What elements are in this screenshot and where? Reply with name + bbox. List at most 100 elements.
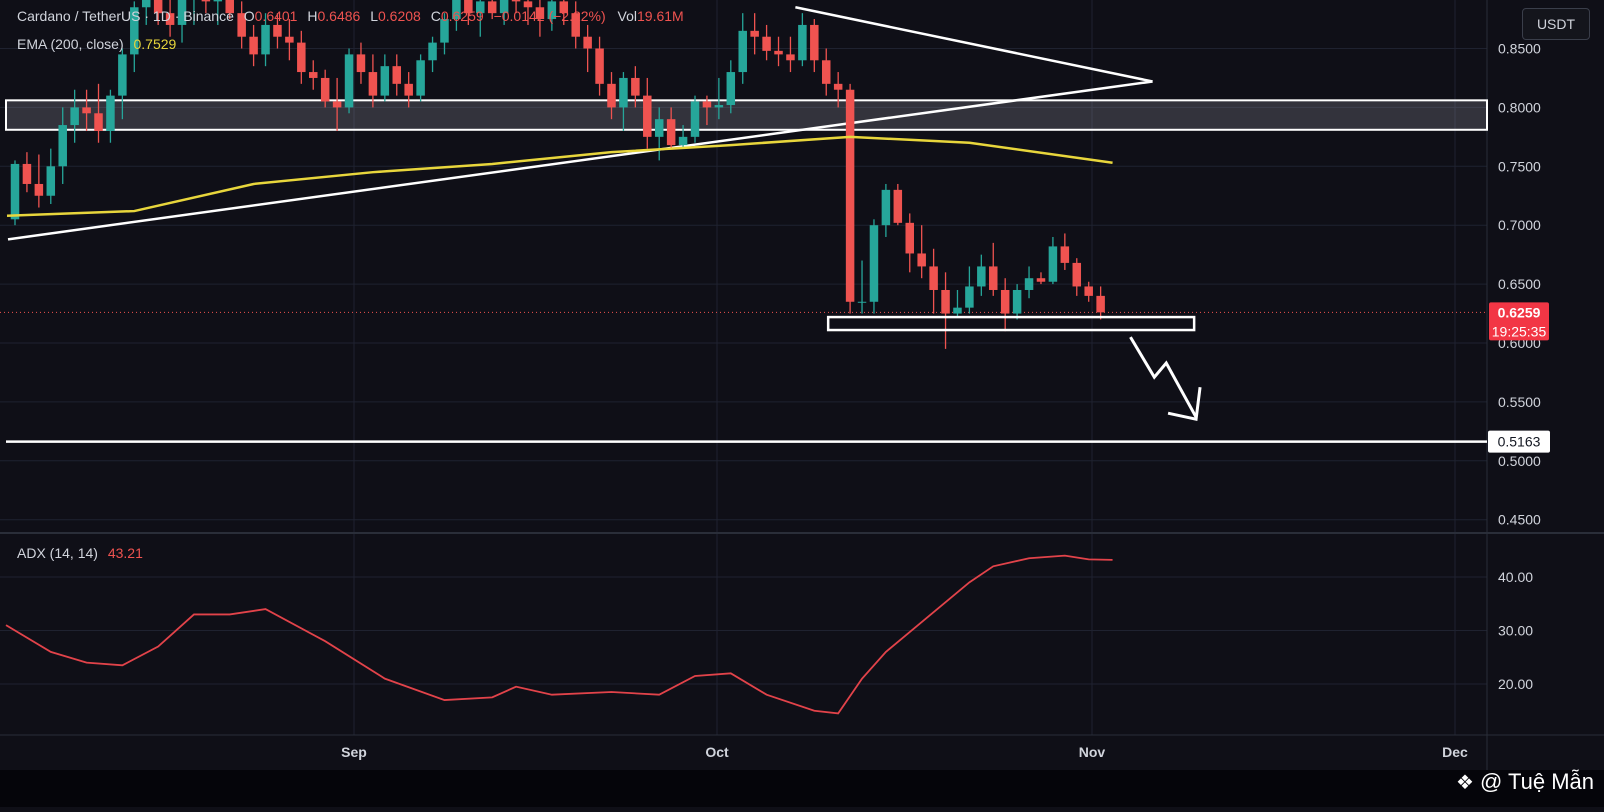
candle[interactable]	[428, 42, 437, 61]
candle[interactable]	[356, 54, 366, 73]
candle[interactable]	[46, 166, 56, 196]
candle[interactable]	[225, 0, 234, 14]
candle[interactable]	[285, 36, 294, 43]
candle[interactable]	[309, 72, 318, 78]
candle[interactable]	[261, 24, 270, 55]
candle[interactable]	[273, 24, 282, 37]
candle[interactable]	[953, 307, 962, 314]
candle[interactable]	[941, 289, 950, 314]
candle[interactable]	[177, 0, 187, 25]
candle[interactable]	[881, 189, 891, 226]
candle[interactable]	[750, 30, 759, 37]
candle[interactable]	[237, 13, 246, 37]
candle[interactable]	[762, 36, 771, 51]
candle[interactable]	[1084, 286, 1093, 296]
candle[interactable]	[1048, 246, 1058, 282]
candle[interactable]	[666, 119, 676, 146]
candle[interactable]	[1072, 262, 1082, 287]
candle[interactable]	[607, 83, 616, 108]
candle[interactable]	[643, 95, 652, 137]
currency-button[interactable]: USDT	[1522, 8, 1590, 40]
candle[interactable]	[249, 36, 258, 55]
candle[interactable]	[118, 54, 127, 96]
candle[interactable]	[213, 0, 223, 2]
candle[interactable]	[821, 60, 831, 84]
candle[interactable]	[714, 105, 724, 108]
candle[interactable]	[392, 66, 402, 84]
bearish-arrow[interactable]	[1129, 336, 1198, 418]
candle[interactable]	[929, 266, 938, 290]
candle[interactable]	[869, 225, 879, 302]
candle[interactable]	[678, 136, 688, 146]
candle[interactable]	[631, 77, 640, 96]
candle[interactable]	[70, 107, 79, 126]
candle[interactable]	[786, 54, 795, 61]
candle[interactable]	[571, 13, 580, 37]
candle[interactable]	[833, 83, 843, 90]
candle[interactable]	[404, 83, 413, 96]
candle[interactable]	[416, 60, 425, 96]
candle[interactable]	[619, 77, 628, 108]
candle[interactable]	[332, 101, 342, 108]
candle[interactable]	[977, 266, 986, 287]
candle[interactable]	[1024, 278, 1034, 290]
resistance-zone[interactable]	[5, 99, 1488, 131]
candle[interactable]	[511, 0, 521, 2]
candle[interactable]	[857, 301, 867, 303]
candle[interactable]	[1096, 295, 1105, 313]
ema-200-line[interactable]	[6, 135, 1113, 218]
candle[interactable]	[702, 101, 712, 108]
trendline[interactable]	[795, 6, 1153, 83]
candle[interactable]	[34, 183, 44, 196]
candle[interactable]	[320, 77, 330, 102]
candle[interactable]	[523, 1, 533, 8]
candle[interactable]	[58, 125, 67, 167]
candle[interactable]	[94, 113, 103, 131]
candle[interactable]	[965, 286, 974, 308]
candle[interactable]	[845, 89, 855, 302]
adx-legend[interactable]: ADX (14, 14) 43.21	[17, 545, 143, 561]
candle[interactable]	[1060, 246, 1070, 263]
candle[interactable]	[595, 48, 604, 84]
candle[interactable]	[810, 24, 819, 61]
candle[interactable]	[368, 72, 378, 96]
candle[interactable]	[1012, 289, 1022, 314]
candle[interactable]	[380, 66, 390, 96]
candle[interactable]	[917, 253, 926, 267]
candle[interactable]	[535, 7, 545, 20]
candle[interactable]	[10, 163, 20, 220]
candle[interactable]	[22, 163, 32, 184]
candle[interactable]	[893, 189, 903, 223]
adx-line[interactable]	[5, 554, 1113, 715]
candle[interactable]	[141, 0, 151, 8]
candle[interactable]	[798, 24, 807, 61]
candle[interactable]	[130, 7, 139, 55]
candle[interactable]	[297, 42, 306, 73]
candle[interactable]	[82, 107, 91, 114]
candle[interactable]	[106, 95, 115, 131]
candle[interactable]	[654, 119, 664, 137]
candle[interactable]	[583, 36, 592, 49]
candle[interactable]	[905, 222, 915, 254]
candle[interactable]	[1036, 278, 1046, 282]
candle[interactable]	[726, 72, 736, 106]
candle[interactable]	[464, 0, 473, 14]
candle[interactable]	[153, 0, 163, 14]
support-box[interactable]	[826, 315, 1196, 332]
candle[interactable]	[452, 0, 461, 20]
candle[interactable]	[559, 1, 569, 14]
candle[interactable]	[547, 1, 557, 20]
candle[interactable]	[201, 0, 211, 2]
candle[interactable]	[165, 13, 175, 25]
candle[interactable]	[344, 54, 354, 108]
trendline[interactable]	[7, 80, 1153, 241]
candle[interactable]	[989, 266, 998, 290]
candle[interactable]	[476, 1, 485, 14]
candle[interactable]	[499, 0, 509, 14]
candle[interactable]	[738, 30, 747, 73]
ema-legend[interactable]: EMA (200, close) 0.7529	[17, 36, 176, 52]
candle[interactable]	[690, 101, 700, 137]
candle[interactable]	[774, 50, 783, 55]
candle[interactable]	[487, 1, 497, 14]
